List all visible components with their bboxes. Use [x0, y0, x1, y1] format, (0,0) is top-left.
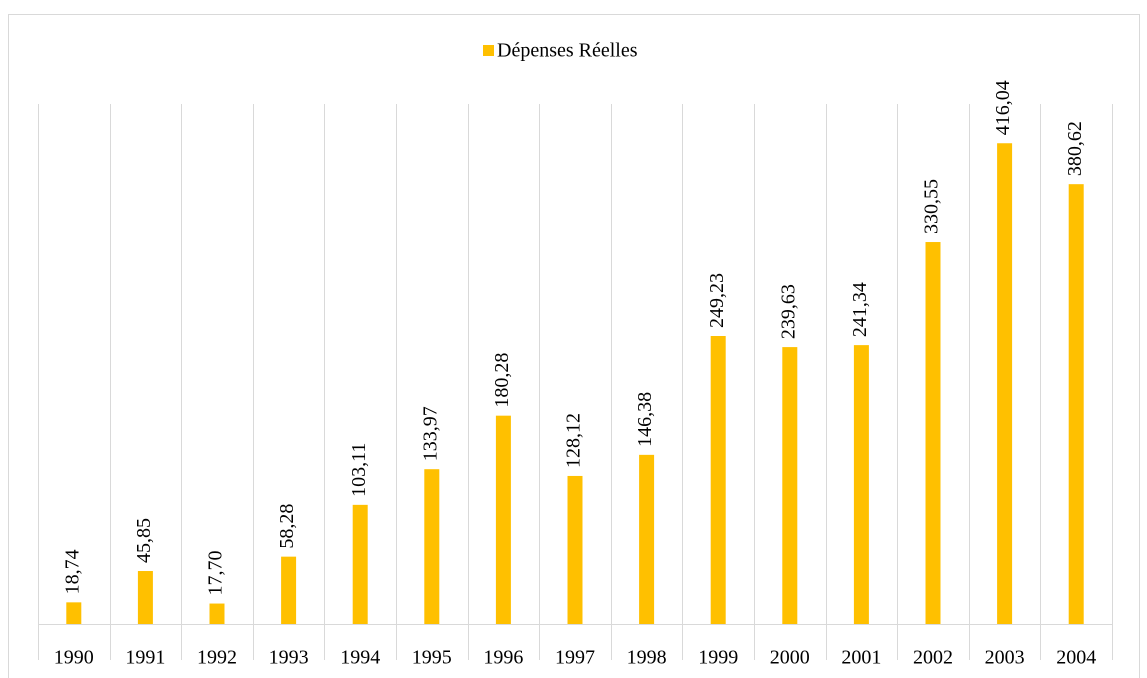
data-label: 103,11: [348, 443, 370, 497]
x-tick-label: 1998: [627, 647, 667, 669]
x-tick-label: 2003: [985, 647, 1025, 669]
legend-swatch: [483, 45, 494, 56]
x-tick-label: 1995: [412, 647, 452, 669]
bar: [782, 347, 798, 624]
bar: [66, 602, 82, 624]
bar: [567, 475, 583, 624]
data-label: 380,62: [1064, 121, 1086, 176]
data-label: 416,04: [992, 80, 1014, 135]
x-tick-label: 1997: [555, 647, 595, 669]
bar: [352, 504, 368, 624]
bar: [639, 454, 655, 624]
data-label: 146,38: [634, 392, 656, 447]
x-tick-label: 1991: [125, 647, 165, 669]
x-tick-label: 1990: [54, 647, 94, 669]
bar: [997, 143, 1013, 624]
data-label: 249,23: [706, 273, 728, 328]
x-tick-label: 1992: [197, 647, 237, 669]
data-label: 133,97: [419, 406, 441, 461]
bar: [209, 603, 225, 624]
bar: [137, 571, 153, 624]
data-label: 17,70: [205, 551, 227, 596]
x-tick-label: 2000: [770, 647, 810, 669]
x-tick-label: 1993: [269, 647, 309, 669]
bar: [424, 469, 440, 624]
data-label: 180,28: [491, 353, 513, 408]
bar: [281, 556, 297, 624]
data-label: 58,28: [276, 504, 298, 549]
bar: [495, 415, 511, 624]
x-tick-label: 2002: [913, 647, 953, 669]
data-label: 128,12: [563, 413, 585, 468]
x-tick-label: 2001: [841, 647, 881, 669]
x-tick-label: 1999: [698, 647, 738, 669]
data-label: 330,55: [921, 179, 943, 234]
x-tick-label: 2004: [1056, 647, 1096, 669]
x-tick-label: 1996: [483, 647, 523, 669]
chart-frame: [8, 14, 1140, 678]
data-label: 241,34: [849, 282, 871, 337]
x-tick-label: 1994: [340, 647, 380, 669]
legend-label: Dépenses Réelles: [497, 40, 638, 62]
bar: [853, 345, 869, 624]
data-label: 18,74: [61, 549, 83, 594]
bar: [1068, 184, 1084, 625]
data-label: 45,85: [133, 518, 155, 563]
bar: [925, 242, 941, 624]
data-label: 239,63: [777, 284, 799, 339]
bar: [710, 336, 726, 624]
